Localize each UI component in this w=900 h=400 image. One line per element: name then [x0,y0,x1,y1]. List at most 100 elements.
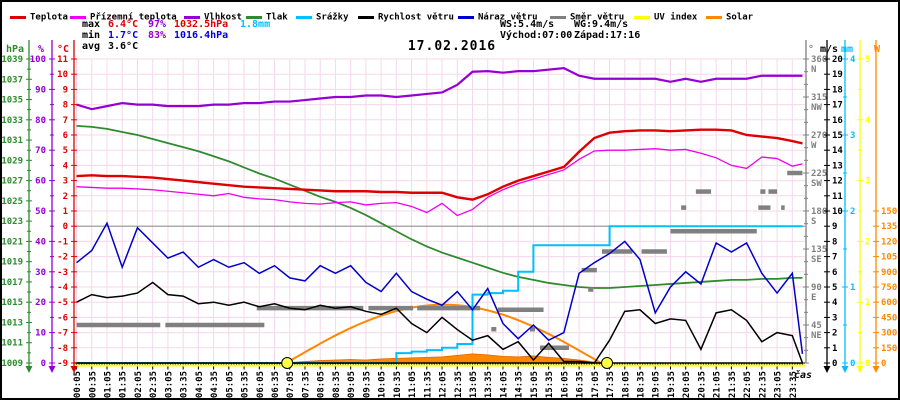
temperature-axis-arrow-icon [70,366,78,373]
uv-axis-arrow-icon [856,366,864,373]
direction-axis-compass-label: E [811,293,816,303]
x-tick-label: 04:35 [210,371,220,398]
x-tick-label: 17:05 [591,371,601,398]
humidity-axis-tick-label: 30 [35,268,46,278]
direction-axis-compass-label: SE [811,255,822,265]
windspeed-axis-tick-label: 20 [832,55,843,65]
direction-axis-tick-label: 360 [811,55,827,65]
direction-axis-tick-label: 180 [811,207,827,217]
temperature-axis-tick-label: -6 [57,313,68,323]
pressure-axis-tick-label: 1025 [2,197,23,207]
pressure-axis-tick-label: 1029 [2,156,23,166]
rain-axis-tick-label: 1 [850,283,855,293]
x-tick-label: 01:05 [104,371,114,398]
x-tick-label: 15:35 [545,371,555,398]
rain-axis-tick-label: 0 [850,359,855,369]
windspeed-axis-tick-label: 11 [832,192,843,202]
humidity-axis-tick-label: 50 [35,207,46,217]
pressure-axis-tick-label: 1015 [2,298,23,308]
direction-axis-tick-label: 90 [811,283,822,293]
x-tick-label: 14:05 [500,371,510,398]
temperature-axis-tick-label: 3 [63,177,68,187]
windspeed-axis-tick-label: 9 [832,222,837,232]
pressure-axis-tick-label: 1011 [2,339,23,349]
x-tick-label: 11:35 [423,371,433,398]
humidity-axis-tick-label: 80 [35,116,46,126]
legend-item-7: Náraz větru [458,7,538,23]
series-solar-clearsky-curve [285,303,602,364]
x-tick-label: 05:35 [241,371,251,398]
windspeed-axis-tick-label: 7 [832,253,837,263]
pressure-axis-tick-label: 1039 [2,55,23,65]
humidity-axis-tick-label: 40 [35,237,46,247]
legend-label: Rychlost větru [378,12,454,23]
pressure-axis-tick-label: 1033 [2,116,23,126]
x-tick-label: 02:35 [149,371,159,398]
solar-axis-tick-label: 1050 [881,253,900,263]
legend-item-6: Rychlost větru [358,7,454,23]
humidity-axis-tick-label: 70 [35,146,46,156]
legend-swatch-icon [550,16,566,19]
pressure-axis-tick-label: 1019 [2,258,23,268]
windspeed-axis-tick-label: 16 [832,116,843,126]
series-wind-speed [76,281,804,364]
temperature-axis-tick-label: 9 [63,85,68,95]
windspeed-axis-tick-label: 4 [832,298,838,308]
stat-max-pressure: 1032.5hPa [174,19,229,30]
solar-axis-tick-label: 1200 [881,237,900,247]
windspeed-axis-tick-label: 1 [832,344,837,354]
humidity-axis-tick-label: 100 [30,55,46,65]
uv-axis-tick-label: 3 [865,177,870,187]
stat-max-label: max [82,19,101,30]
humidity-axis-tick-label: 90 [35,85,46,95]
temperature-axis-tick-label: -7 [57,329,68,339]
x-tick-label: 12:05 [439,371,449,398]
legend-item-1: Teplota [10,7,68,23]
direction-axis-tick-label: 315 [811,93,827,103]
stat-avg-label: avg [82,41,101,52]
stat-min-humidity: 83% [148,30,167,41]
legend-item-3: Vlhkost [184,7,242,23]
x-tick-label: 06:05 [256,371,266,398]
x-tick-label: 00:05 [73,371,83,398]
x-tick-label: 12:35 [454,371,464,398]
x-tick-label: 19:35 [667,371,677,398]
solar-axis-tick-label: 150 [881,344,897,354]
humidity-axis-tick-label: 20 [35,298,46,308]
legend-swatch-icon [70,16,86,19]
direction-axis-compass-label: SW [811,179,822,189]
x-tick-label: 19:05 [652,371,662,398]
series-pressure [76,124,803,289]
legend-item-8: Směr větru [550,7,624,23]
x-tick-label: 07:35 [302,371,312,398]
x-tick-label: 16:35 [576,371,586,398]
series-ground-temperature [76,148,803,217]
series-temperature [76,128,803,201]
x-tick-label: 20:35 [697,371,707,398]
x-tick-label: 06:35 [271,371,281,398]
temperature-axis-tick-label: 1 [63,207,68,217]
legend-label: Přízemní teplota [90,12,177,23]
stat-sunrise-time: Východ:07:00 [500,30,573,41]
stat-wind-gust-max: WG:9.4m/s [574,19,629,30]
temperature-axis-tick-label: -2 [57,253,68,263]
temperature-axis-tick-label: -8 [57,344,68,354]
x-tick-label: 14:35 [515,371,525,398]
x-tick-label: 09:35 [362,371,372,398]
windspeed-axis-tick-label: 14 [832,146,843,156]
pressure-axis-tick-label: 1017 [2,278,23,288]
windspeed-axis-tick-label: 6 [832,268,837,278]
windspeed-axis-tick-label: 0 [832,359,837,369]
pressure-axis-tick-label: 1027 [2,177,23,187]
temperature-axis-tick-label: 4 [63,161,69,171]
x-tick-label: 21:35 [728,371,738,398]
pressure-axis-tick-label: 1021 [2,237,23,247]
legend-swatch-icon [296,16,312,19]
windspeed-axis-tick-label: 3 [832,313,837,323]
x-tick-label: 02:05 [134,371,144,398]
legend-label: Vlhkost [204,12,242,23]
legend-swatch-icon [634,16,650,19]
solar-axis-header: W [874,44,881,55]
pressure-axis-tick-label: 1013 [2,318,23,328]
